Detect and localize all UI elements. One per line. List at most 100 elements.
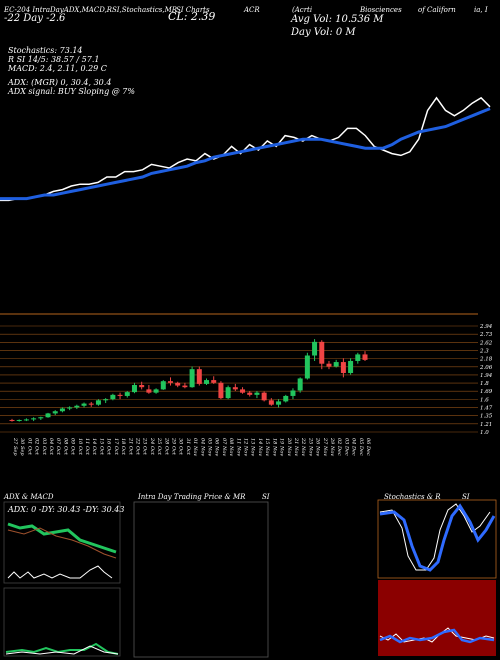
- date-tick-label: 18 Oct: [120, 438, 126, 456]
- intraday-title-2: SI: [262, 493, 270, 501]
- date-tick-label: 02 Oct: [34, 438, 40, 456]
- macd-panel-frame: [3, 587, 121, 657]
- candle-body: [276, 401, 282, 405]
- stochastics-line: [379, 503, 491, 571]
- candle-body: [67, 407, 73, 409]
- candle-body: [340, 362, 346, 373]
- intraday-panel-frame: [133, 501, 269, 658]
- date-tick-label: 05 Dec: [358, 438, 364, 456]
- candle-body: [160, 381, 166, 390]
- candle-body: [326, 363, 332, 367]
- date-tick-label: 08 Nov: [228, 438, 234, 456]
- date-tick-label: 28 Oct: [163, 437, 169, 456]
- date-tick-label: 27 Nov: [322, 437, 328, 456]
- date-tick-label: 10 Oct: [77, 438, 83, 456]
- candle-body: [290, 390, 296, 396]
- candle-body: [268, 400, 274, 405]
- date-tick-label: 20 Nov: [286, 437, 292, 456]
- candle-body: [45, 413, 51, 418]
- candle-body: [211, 380, 217, 383]
- date-tick-label: 12 Nov: [243, 438, 249, 456]
- date-tick-label: 11 Oct: [84, 438, 90, 456]
- date-tick-label: 09 Oct: [70, 438, 76, 456]
- avg-vol: Avg Vol: 10.536 M: [291, 14, 384, 25]
- intraday-title: Intra Day Trading Price & MR: [138, 493, 246, 501]
- candle-body: [247, 392, 253, 395]
- date-tick-label: 30 Sep: [19, 438, 25, 456]
- date-tick-label: 04 Oct: [48, 438, 54, 456]
- candle-body: [74, 405, 80, 408]
- date-tick-label: 16 Oct: [106, 438, 112, 456]
- price-tick-label: 2.73: [479, 332, 493, 338]
- rsi-panel-background: [378, 580, 496, 656]
- date-tick-label: 07 Nov: [221, 438, 227, 456]
- date-tick-label: 24 Oct: [149, 437, 155, 456]
- close-price: CL: 2.39: [168, 10, 216, 23]
- adx-panel-frame: [3, 501, 121, 584]
- date-tick-label: 27 Sep: [12, 437, 18, 456]
- header-line-2: SI Charts: [176, 6, 210, 14]
- price-tick-label: 1.6: [480, 397, 489, 403]
- candle-body: [175, 382, 181, 386]
- date-tick-label: 18 Nov: [271, 438, 277, 456]
- candle-body: [16, 419, 22, 421]
- price-tick-label: 1.47: [480, 406, 493, 412]
- date-tick-label: 19 Nov: [279, 438, 285, 456]
- ema-slow-line: [0, 107, 491, 201]
- header-line-1: SI,Stochastics,MR: [112, 6, 178, 14]
- date-tick-label: 14 Oct: [91, 438, 97, 456]
- date-tick-label: 25 Nov: [307, 437, 313, 456]
- date-tick-label: 03 Oct: [41, 438, 47, 456]
- date-tick-label: 29 Oct: [170, 437, 176, 456]
- candle-body: [38, 417, 44, 419]
- candle-body: [146, 389, 152, 393]
- ema-fast-line: [0, 96, 491, 202]
- price-tick-label: 1.0: [480, 430, 489, 436]
- date-tick-label: 08 Oct: [62, 438, 68, 456]
- date-tick-label: 05 Nov: [207, 438, 213, 456]
- candle-body: [348, 360, 354, 373]
- candle-body: [182, 385, 188, 388]
- macd-readout: MACD: 2.4, 2.11, 0.29 C: [8, 64, 107, 73]
- header-line-6: of Californ: [418, 6, 456, 14]
- date-tick-label: 07 Oct: [55, 438, 61, 456]
- candle-body: [261, 392, 267, 401]
- rsi-signal-line: [379, 628, 495, 644]
- adx-macd-readout: ADX: 0 -DY: 30.43 -DY: 30.43: [8, 505, 125, 514]
- rsi-readout: R SI 14/5: 38.57 / 57.1: [8, 55, 100, 64]
- price-tick-label: 1.21: [480, 422, 492, 428]
- price-tick-label: 2.18: [479, 357, 493, 363]
- candle-body: [297, 378, 303, 391]
- date-tick-label: 02 Dec: [336, 438, 342, 456]
- candle-body: [52, 411, 58, 414]
- adx-signal: ADX signal: BUY Sloping @ 7%: [8, 87, 135, 96]
- adx-readout: ADX: (MGR) 0, 30.4, 30.4: [8, 78, 112, 87]
- date-tick-label: 21 Oct: [127, 437, 133, 456]
- date-tick-label: 13 Nov: [250, 438, 256, 456]
- date-tick-label: 22 Nov: [300, 437, 306, 456]
- candle-body: [31, 418, 37, 420]
- price-tick-label: 2.94: [479, 324, 493, 330]
- stochastics-readout: Stochastics: 73.14: [8, 46, 83, 55]
- date-tick-label: 01 Oct: [26, 438, 32, 456]
- price-tick-label: 1.8: [480, 381, 489, 387]
- candle-body: [283, 395, 289, 402]
- date-tick-label: 11 Nov: [235, 438, 241, 456]
- macd-signal-line: [5, 645, 119, 655]
- candle-body: [319, 341, 325, 364]
- date-tick-label: 29 Nov: [329, 437, 335, 456]
- date-tick-label: 06 Nov: [214, 438, 220, 456]
- candle-body: [167, 381, 173, 383]
- candle-body: [232, 387, 238, 390]
- adx-di-minus-line: [7, 527, 117, 559]
- candle-body: [355, 354, 361, 361]
- candle-body: [225, 387, 231, 399]
- price-tick-label: 2.06: [479, 365, 493, 371]
- candle-body: [333, 362, 339, 367]
- date-tick-label: 26 Nov: [315, 437, 321, 456]
- date-tick-label: 17 Oct: [113, 438, 119, 456]
- header-line-0: EC-204 IntraDayADX,MACD,R: [4, 6, 113, 14]
- date-tick-label: 03 Dec: [343, 438, 349, 456]
- candle-body: [362, 354, 368, 360]
- candle-body: [23, 419, 29, 421]
